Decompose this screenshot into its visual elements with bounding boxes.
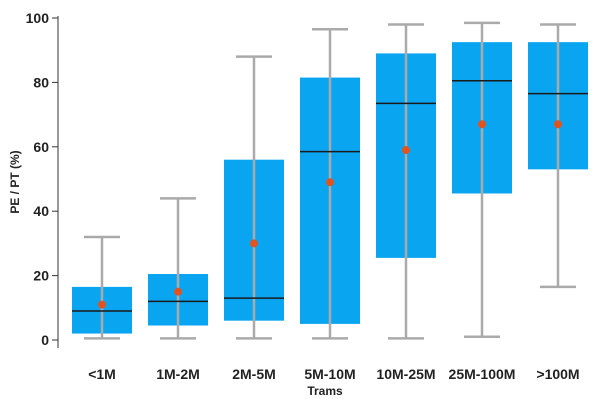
y-tick-label: 40 <box>33 203 49 219</box>
mean-marker <box>554 120 562 129</box>
x-tick-label: 1M-2M <box>156 366 200 382</box>
y-tick-label: 0 <box>41 332 49 348</box>
y-tick-label: 80 <box>33 74 49 90</box>
x-tick-label: 10M-25M <box>376 366 435 382</box>
mean-marker <box>250 239 258 248</box>
x-axis-title: Trams <box>307 384 343 398</box>
x-tick-label: 25M-100M <box>449 366 516 382</box>
x-tick-label: 2M-5M <box>232 366 276 382</box>
mean-marker <box>478 120 486 129</box>
x-tick-label: 5M-10M <box>304 366 355 382</box>
mean-marker <box>326 178 334 187</box>
x-tick-label: >100M <box>536 366 579 382</box>
y-axis-title: PE / PT (%) <box>8 150 22 213</box>
y-tick-label: 20 <box>33 268 49 284</box>
mean-marker <box>98 300 106 309</box>
mean-marker <box>402 146 410 155</box>
y-tick-label: 100 <box>26 10 50 26</box>
mean-marker <box>174 287 182 296</box>
y-tick-label: 60 <box>33 139 49 155</box>
x-tick-label: <1M <box>88 366 116 382</box>
